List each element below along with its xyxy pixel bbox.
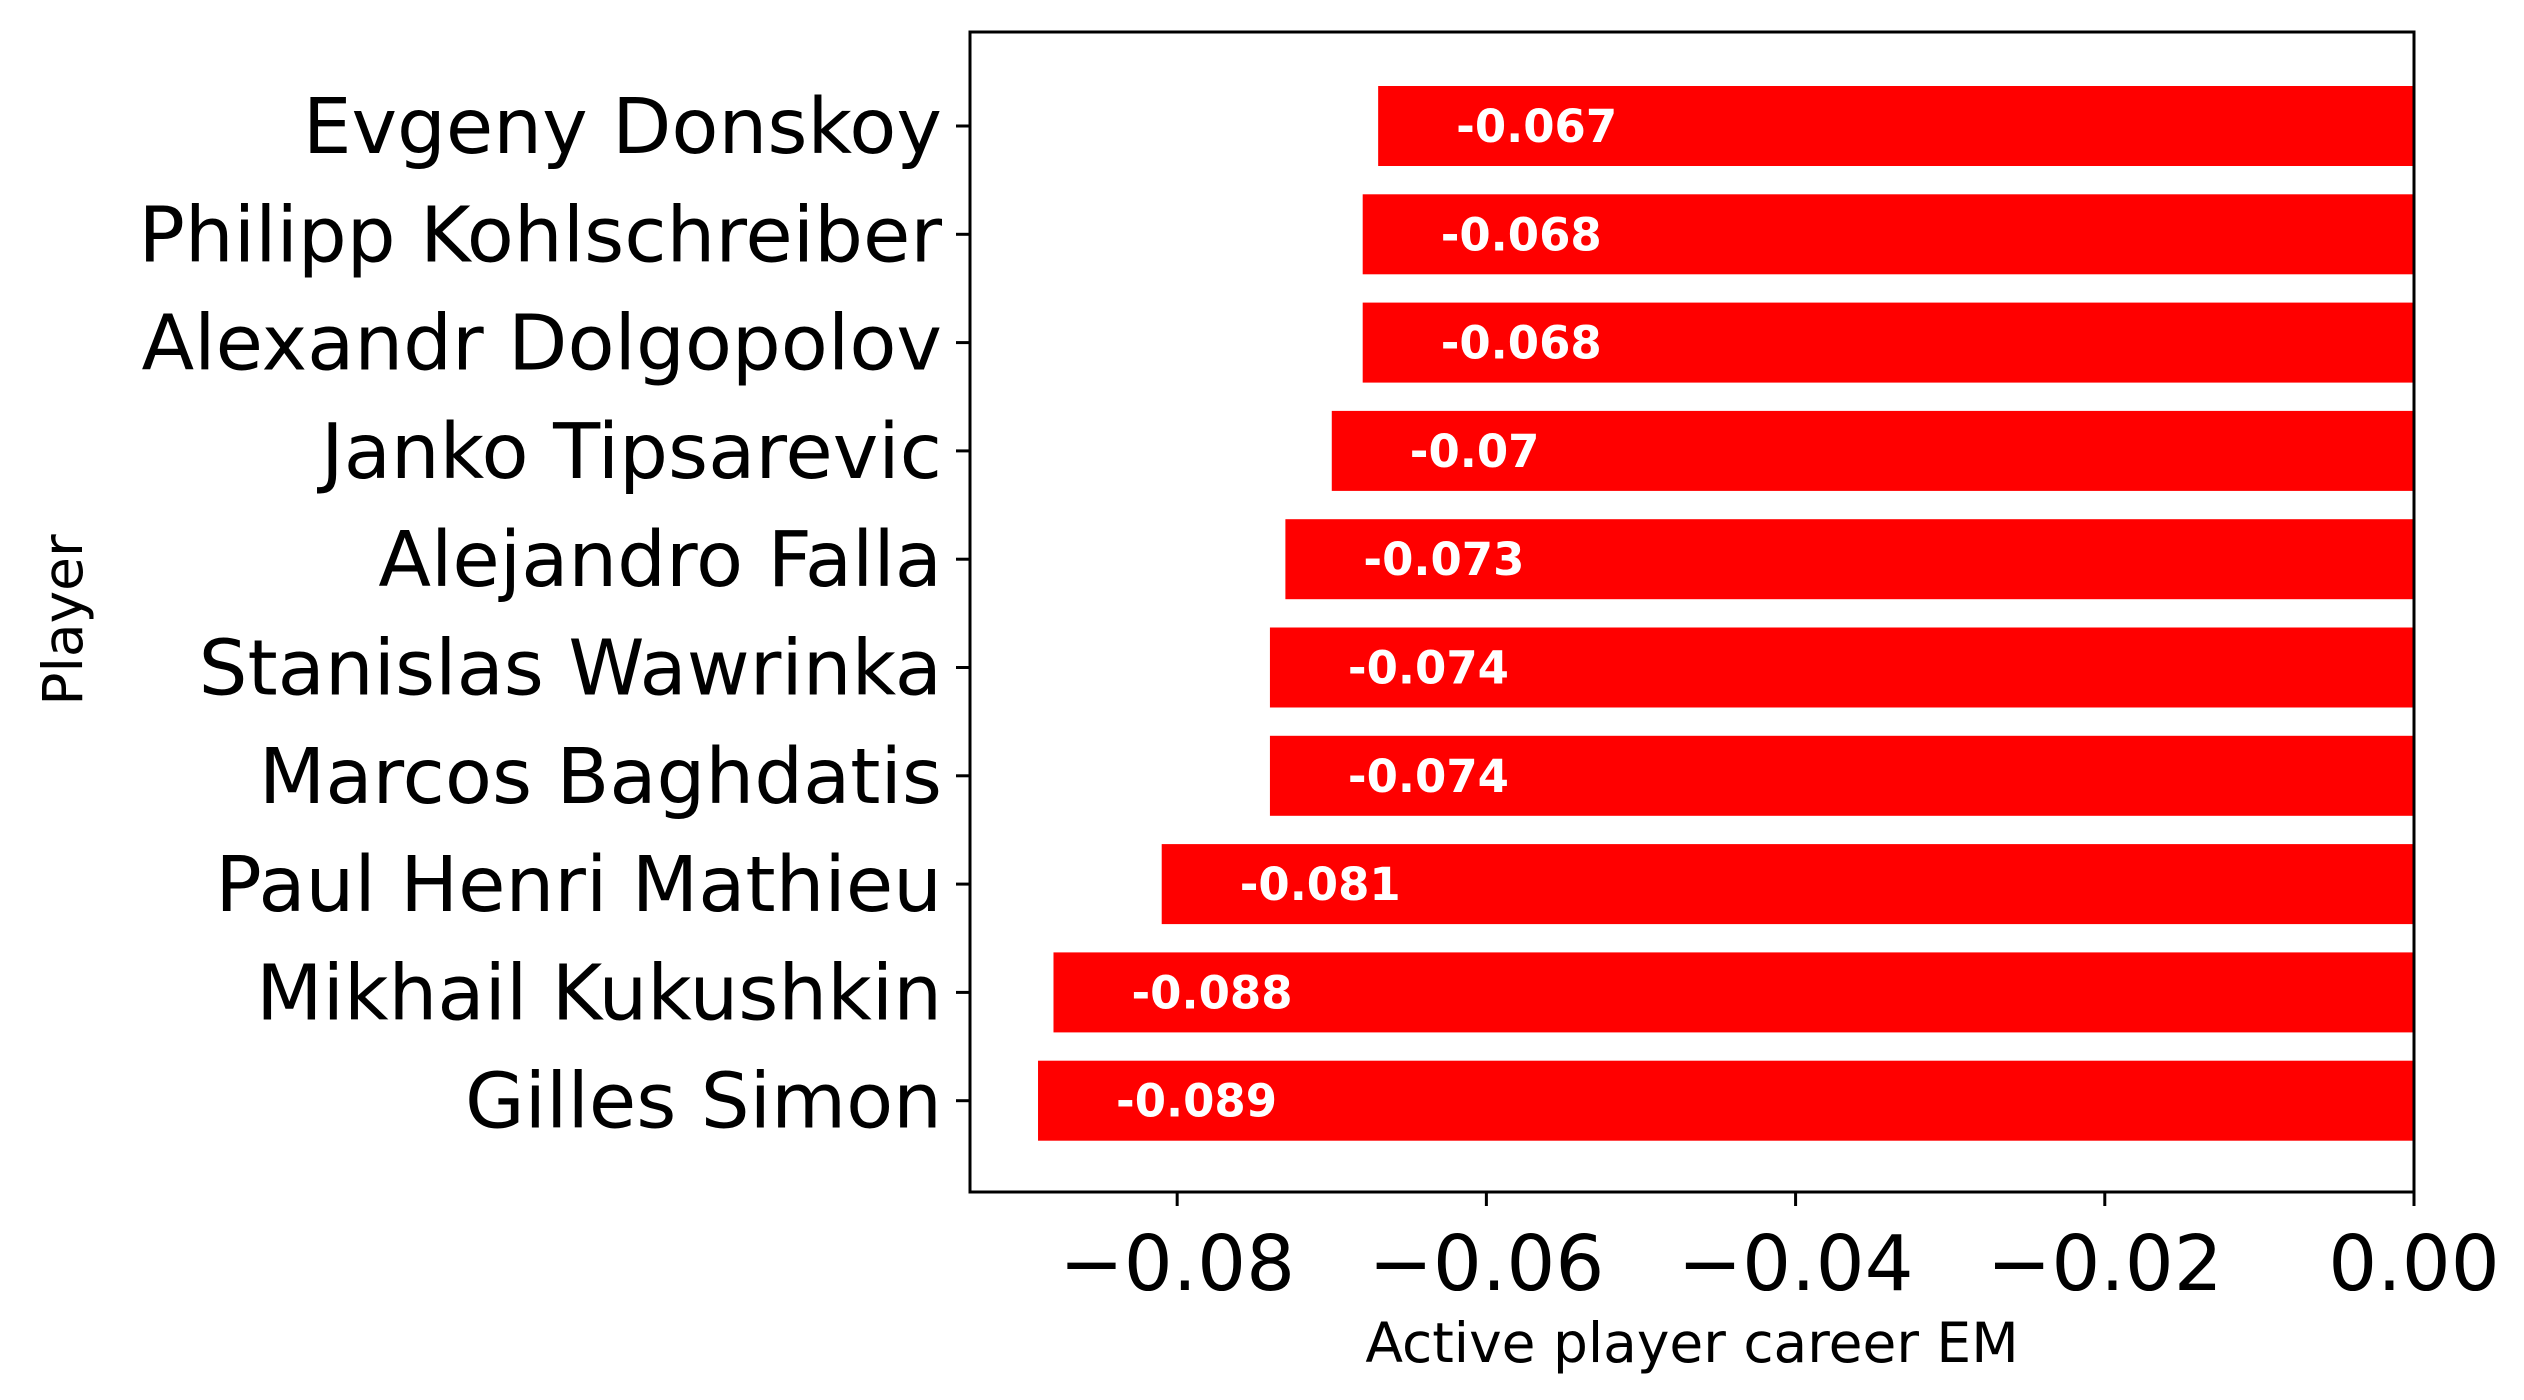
y-axis-label: Player (31, 534, 95, 706)
bar-value-label: -0.081 (1240, 858, 1401, 911)
y-tick-label: Marcos Baghdatis (259, 733, 942, 822)
bar (1161, 844, 2414, 925)
x-tick-label: −0.02 (1987, 1220, 2223, 1309)
x-tick-label: −0.04 (1678, 1220, 1914, 1309)
bar-value-label: -0.089 (1116, 1075, 1277, 1128)
y-axis: Evgeny Donskoy Philipp Kohlschreiber Alexa… (139, 83, 970, 1147)
bar-value-label: -0.088 (1131, 966, 1292, 1019)
bar (1362, 302, 2414, 383)
y-tick-label: Alejandro Falla (378, 516, 942, 605)
x-tick-label: 0.00 (2328, 1220, 2499, 1309)
y-tick-label: Evgeny Donskoy (303, 83, 942, 172)
bar (1362, 194, 2414, 275)
bar (1378, 86, 2414, 166)
bar-value-label: -0.067 (1456, 100, 1617, 153)
y-tick-label: Gilles Simon (465, 1058, 942, 1147)
x-tick-label: −0.08 (1059, 1220, 1295, 1309)
bars-group (1038, 86, 2414, 1141)
bar-value-label: -0.074 (1348, 642, 1509, 695)
plot-frame (968, 30, 2416, 1194)
bar-value-label: -0.073 (1363, 533, 1524, 586)
x-axis-label: Active player career EM (1365, 1311, 2018, 1375)
bar (1038, 1060, 2414, 1141)
bar-value-label: -0.068 (1441, 317, 1602, 370)
y-tick-label: Paul Henri Mathieu (215, 841, 942, 930)
bar-value-label: -0.07 (1410, 425, 1540, 478)
y-tick-label: Philipp Kohlschreiber (139, 191, 943, 280)
bar-value-label: -0.074 (1348, 750, 1509, 803)
y-tick-label: Stanislas Wawrinka (199, 625, 942, 714)
bar (1053, 952, 2414, 1033)
bar-labels-group: -0.067 -0.068 -0.068 -0.07 -0.073 -0.074 -0.07… (1116, 100, 1617, 1128)
y-tick-label: Alexandr Dolgopolov (142, 300, 943, 389)
bar (1331, 410, 2414, 491)
bar-value-label: -0.068 (1441, 208, 1602, 261)
bar (1285, 519, 2414, 600)
bar (1269, 735, 2414, 816)
bar (1269, 627, 2414, 708)
x-axis: −0.08 −0.06 −0.04 −0.02 0.00 (1059, 1192, 2500, 1309)
y-tick-label: Janko Tipsarevic (317, 408, 942, 497)
y-tick-label: Mikhail Kukushkin (256, 949, 942, 1038)
x-tick-label: −0.06 (1368, 1220, 1604, 1309)
